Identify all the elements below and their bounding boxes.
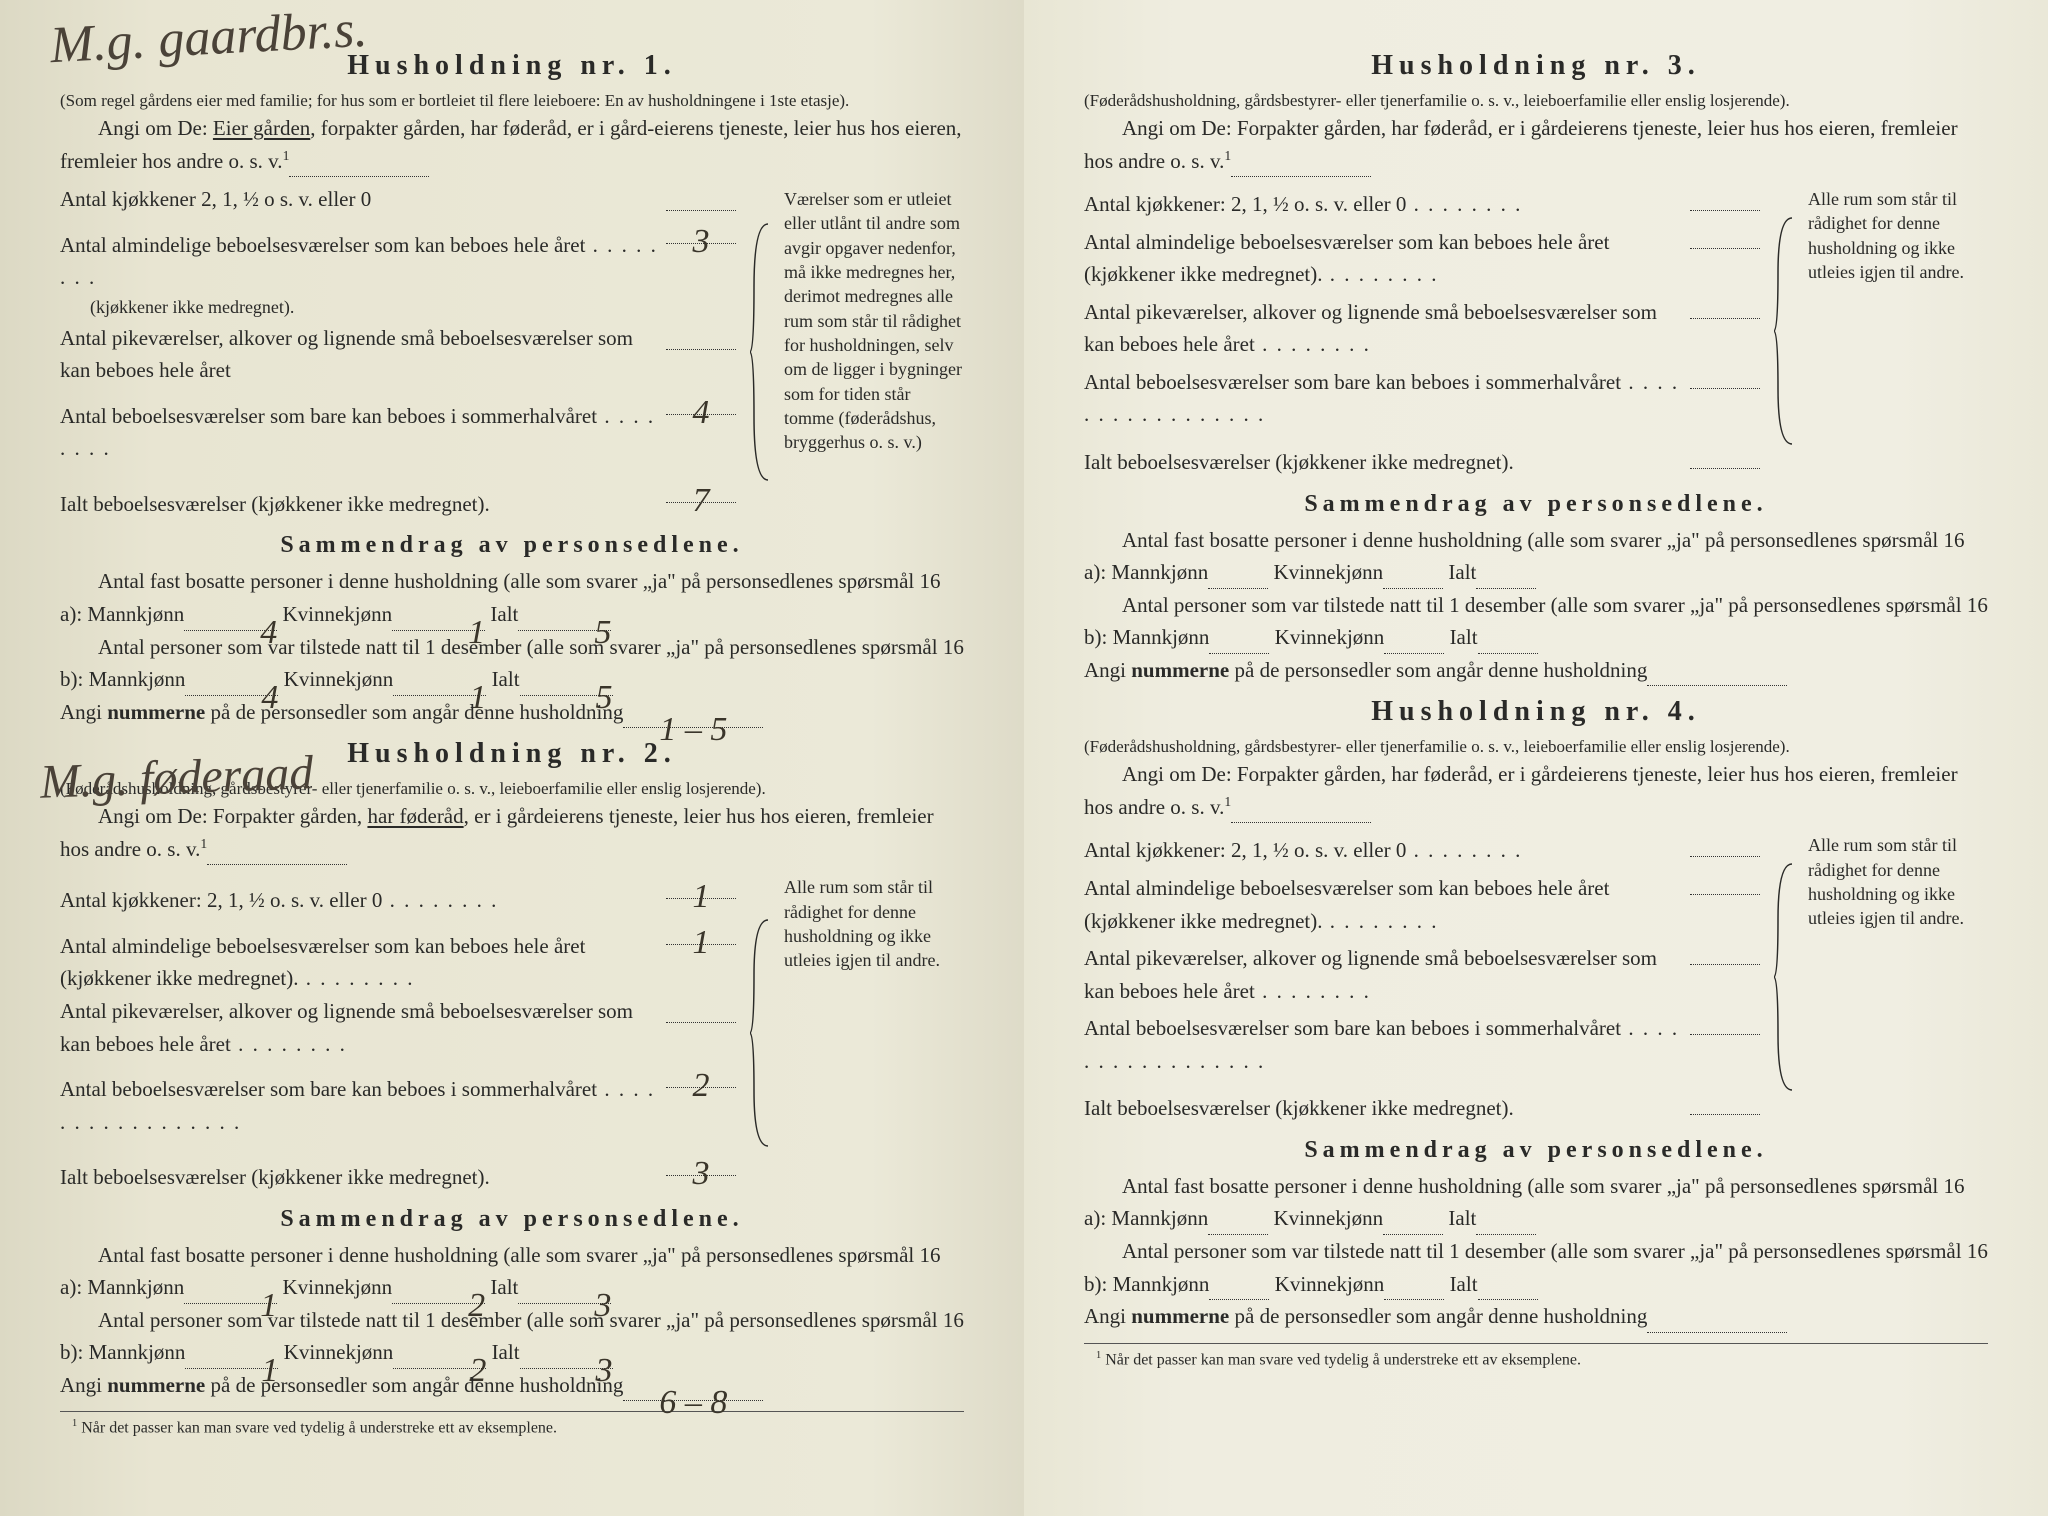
h1-angi: Angi om De: Eier gården, forpakter gårde… [60, 112, 964, 177]
h1-nummer: Angi nummerne på de personsedler som ang… [60, 696, 964, 729]
h4-fields-row: Antal kjøkkener: 2, 1, ½ o. s. v. eller … [1084, 829, 1988, 1124]
h4-fast: Antal fast bosatte personer i denne hush… [1084, 1170, 1988, 1235]
left-page: M.g. gaardbr.s. M.g. føderaad Husholdnin… [0, 0, 1024, 1516]
h4-tilstede: Antal personer som var tilstede natt til… [1084, 1235, 1988, 1300]
h2-sidenote: Alle rum som står til rådighet for denne… [784, 871, 964, 972]
h2-intro: (Føderådshusholdning, gårdsbestyrer- ell… [60, 778, 964, 800]
h4-summary-title: Sammendrag av personsedlene. [1084, 1137, 1988, 1164]
household-2: Husholdning nr. 2. (Føderådshusholdning,… [60, 738, 964, 1401]
h3-summary-title: Sammendrag av personsedlene. [1084, 491, 1988, 518]
h2-title: Husholdning nr. 2. [60, 738, 964, 770]
h4-sidenote: Alle rum som står til rådighet for denne… [1808, 829, 1988, 930]
household-3: Husholdning nr. 3. (Føderådshusholdning,… [1084, 50, 1988, 686]
h2-tilstede: Antal personer som var tilstede natt til… [60, 1304, 964, 1369]
right-footnote: 1 Når det passer kan man svare ved tydel… [1084, 1343, 1988, 1373]
h4-angi: Angi om De: Forpakter gården, har føderå… [1084, 758, 1988, 823]
h1-tilstede: Antal personer som var tilstede natt til… [60, 631, 964, 696]
h1-fast: Antal fast bosatte personer i denne hush… [60, 565, 964, 630]
brace-icon [1774, 862, 1794, 1092]
h1-summary-title: Sammendrag av personsedlene. [60, 532, 964, 559]
h3-fields-row: Antal kjøkkener: 2, 1, ½ o. s. v. eller … [1084, 183, 1988, 478]
h3-title: Husholdning nr. 3. [1084, 50, 1988, 82]
h2-nummer: Angi nummerne på de personsedler som ang… [60, 1369, 964, 1402]
h4-intro: (Føderådshusholdning, gårdsbestyrer- ell… [1084, 736, 1988, 758]
h1-fields-row: Antal kjøkkener 2, 1, ½ o s. v. eller 0 … [60, 183, 964, 520]
brace-icon [750, 222, 770, 482]
household-4: Husholdning nr. 4. (Føderådshusholdning,… [1084, 696, 1988, 1332]
h2-summary-title: Sammendrag av personsedlene. [60, 1206, 964, 1233]
right-page: Husholdning nr. 3. (Føderådshusholdning,… [1024, 0, 2048, 1516]
h1-sidenote: Værelser som er utleiet eller utlånt til… [784, 183, 964, 454]
h4-title: Husholdning nr. 4. [1084, 696, 1988, 728]
h1-intro: (Som regel gårdens eier med familie; for… [60, 90, 964, 112]
h2-fields-row: Antal kjøkkener: 2, 1, ½ o. s. v. eller … [60, 871, 964, 1193]
h3-intro: (Føderådshusholdning, gårdsbestyrer- ell… [1084, 90, 1988, 112]
h2-angi: Angi om De: Forpakter gården, har føderå… [60, 800, 964, 865]
h3-sidenote: Alle rum som står til rådighet for denne… [1808, 183, 1988, 284]
h1-title: Husholdning nr. 1. [60, 50, 964, 82]
brace-icon [1774, 216, 1794, 446]
h3-angi: Angi om De: Forpakter gården, har føderå… [1084, 112, 1988, 177]
brace-icon [750, 918, 770, 1148]
household-1: Husholdning nr. 1. (Som regel gårdens ei… [60, 50, 964, 728]
h3-nummer: Angi nummerne på de personsedler som ang… [1084, 654, 1988, 687]
h4-nummer: Angi nummerne på de personsedler som ang… [1084, 1300, 1988, 1333]
left-footnote: 1 Når det passer kan man svare ved tydel… [60, 1411, 964, 1441]
h3-tilstede: Antal personer som var tilstede natt til… [1084, 589, 1988, 654]
h2-fast: Antal fast bosatte personer i denne hush… [60, 1239, 964, 1304]
h3-fast: Antal fast bosatte personer i denne hush… [1084, 524, 1988, 589]
